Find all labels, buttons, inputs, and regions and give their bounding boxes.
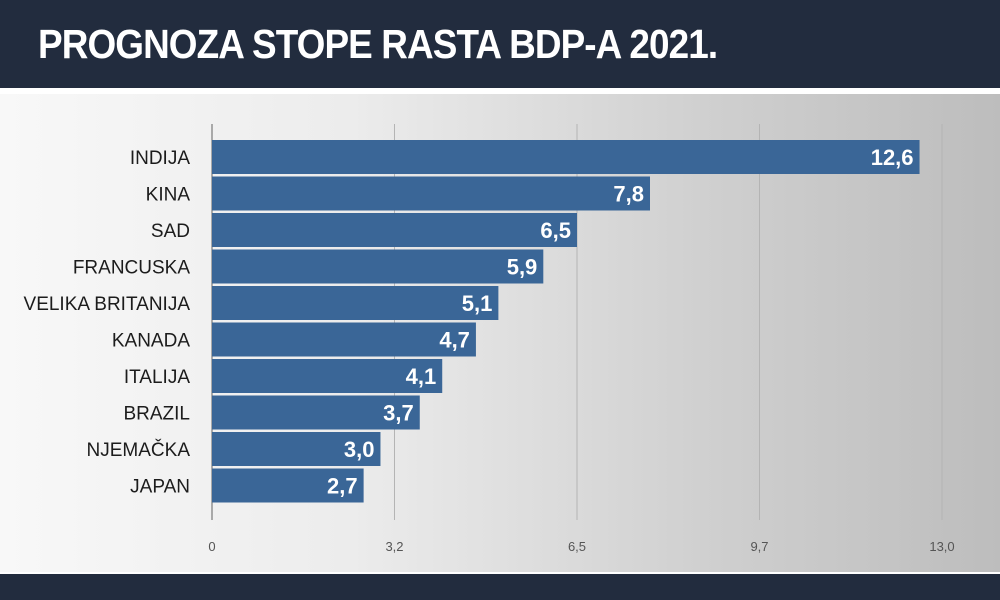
header-bar: PROGNOZA STOPE RASTA BDP-A 2021. bbox=[0, 0, 1000, 88]
category-label: KINA bbox=[146, 185, 191, 206]
page-title: PROGNOZA STOPE RASTA BDP-A 2021. bbox=[38, 21, 718, 67]
value-label: 3,7 bbox=[383, 401, 414, 426]
bar bbox=[212, 359, 443, 393]
category-label: BRAZIL bbox=[123, 404, 190, 425]
value-label: 12,6 bbox=[871, 145, 914, 170]
bar bbox=[212, 213, 577, 247]
value-label: 5,1 bbox=[462, 291, 493, 316]
bar bbox=[212, 432, 381, 466]
category-label: INDIJA bbox=[130, 148, 191, 169]
category-label: ITALIJA bbox=[124, 367, 190, 388]
bar bbox=[212, 286, 499, 320]
bar bbox=[212, 140, 920, 174]
value-label: 7,8 bbox=[613, 182, 644, 207]
value-label: 2,7 bbox=[327, 474, 358, 499]
category-label: KANADA bbox=[112, 331, 190, 352]
bar bbox=[212, 249, 544, 284]
category-label: SAD bbox=[151, 221, 190, 242]
x-tick-label: 3,2 bbox=[385, 539, 403, 554]
category-label: FRANCUSKA bbox=[73, 258, 191, 279]
bar bbox=[212, 322, 476, 357]
value-label: 3,0 bbox=[344, 437, 375, 462]
category-label: JAPAN bbox=[130, 477, 190, 498]
bar bbox=[212, 395, 420, 430]
bar bbox=[212, 176, 650, 211]
value-label: 4,7 bbox=[439, 328, 470, 353]
value-label: 4,1 bbox=[406, 364, 437, 389]
value-label: 5,9 bbox=[507, 255, 538, 280]
x-tick-label: 6,5 bbox=[568, 539, 586, 554]
x-tick-label: 13,0 bbox=[929, 539, 954, 554]
category-label: NJEMAČKA bbox=[87, 439, 191, 461]
x-tick-label: 0 bbox=[208, 539, 215, 554]
x-tick-label: 9,7 bbox=[750, 539, 768, 554]
bar bbox=[212, 468, 364, 503]
footer-bar bbox=[0, 574, 1000, 600]
category-label: VELIKA BRITANIJA bbox=[24, 294, 191, 315]
value-label: 6,5 bbox=[540, 218, 571, 243]
